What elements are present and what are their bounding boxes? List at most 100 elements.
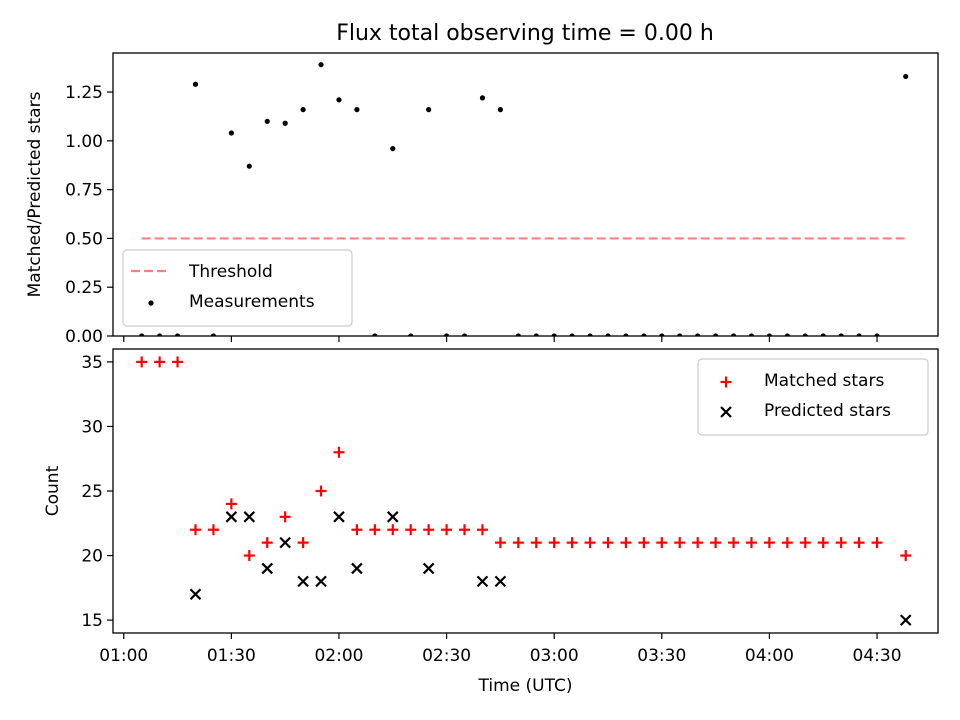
matched-stars-point (620, 537, 632, 549)
matched-stars-point (584, 537, 596, 549)
measurements-point (336, 97, 342, 103)
predicted-stars-point (387, 511, 399, 523)
matched-stars-point (154, 356, 166, 368)
x-tick-label: 03:30 (637, 646, 686, 666)
matched-stars-point (369, 524, 381, 536)
y-tick-label: 35 (81, 353, 103, 373)
matched-stars-point (853, 537, 865, 549)
x-tick-label: 02:30 (422, 646, 471, 666)
plot-area (139, 62, 909, 336)
predicted-stars-point-b (225, 511, 238, 523)
predicted-stars-point (297, 575, 309, 588)
legend-swatch-matched-stars (720, 376, 732, 388)
legend-box (122, 249, 353, 327)
predicted-stars-point (279, 536, 291, 549)
legend-label-predicted-stars: Predicted stars (764, 401, 891, 421)
predicted-stars-point-b (297, 575, 309, 588)
matched-stars-point (279, 511, 291, 523)
bottom-panel-counts: 15 20 25 30 35 01:00 01:30 02:00 02:30 03:00 03:30… (43, 348, 939, 696)
matched-stars-point (297, 537, 309, 549)
predicted-stars-point-b (261, 562, 274, 575)
axes-frame (112, 348, 939, 634)
legend-swatch-predicted-stars-b (720, 406, 732, 418)
measurements-point (300, 107, 306, 113)
matched-stars-point (441, 524, 453, 536)
matched-stars-point (261, 537, 273, 549)
matched-stars-point (207, 524, 219, 536)
y-tick-label: 0.00 (65, 327, 103, 347)
predicted-stars-point-b (387, 511, 399, 523)
measurements-point (903, 73, 909, 80)
matched-stars-point (674, 537, 686, 549)
matched-stars-point (871, 537, 883, 549)
matched-stars-point (459, 524, 471, 536)
x-tick-label: 01:00 (99, 646, 148, 666)
top-panel-ratio: 0.00 0.25 0.50 0.75 1.00 1.25 Matched/Predicte… (25, 52, 939, 347)
predicted-stars-point-b (333, 511, 345, 523)
matched-stars-point (728, 537, 740, 549)
y-tick-label: 1.00 (65, 132, 103, 152)
matched-stars-point (799, 537, 811, 549)
predicted-stars-point-b (315, 575, 327, 588)
x-tick-label: 03:00 (530, 646, 579, 666)
measurements-point (246, 163, 252, 169)
predicted-stars-point-b (189, 588, 202, 601)
predicted-stars-point (351, 562, 363, 575)
matched-stars-point (136, 356, 148, 368)
matched-stars-point (387, 524, 399, 536)
matched-stars-point (423, 524, 435, 536)
matched-stars-point (405, 524, 417, 536)
predicted-stars-point (225, 511, 238, 523)
legend-swatch-measurements (148, 300, 154, 306)
matched-stars-point (494, 537, 506, 549)
y-tick-label: 25 (81, 482, 103, 502)
x-axis-label: Time (UTC) (478, 676, 573, 696)
predicted-stars-point (899, 614, 912, 626)
matched-stars-point (763, 537, 775, 549)
legend-swatch-predicted-stars (720, 406, 732, 418)
matched-stars-point (476, 524, 488, 536)
predicted-stars-point (261, 562, 274, 575)
predicted-stars-point-b (899, 614, 912, 626)
figure-title: Flux total observing time = 0.00 h (336, 21, 714, 46)
predicted-stars-point-b (279, 536, 291, 549)
matched-stars-point (710, 537, 722, 549)
matched-stars-point (315, 485, 327, 497)
measurements-point (354, 107, 360, 113)
axes-frame (112, 52, 939, 337)
matched-stars-point (638, 537, 650, 549)
matched-stars-point (172, 356, 184, 368)
y-tick-label: 0.25 (65, 278, 103, 298)
y-tick-label: 0.75 (65, 181, 103, 201)
measurements-point (192, 81, 199, 87)
predicted-stars-point (422, 562, 435, 575)
plot-area (136, 356, 912, 626)
legend-label-matched-stars: Matched stars (764, 371, 884, 391)
matched-stars-point (225, 498, 237, 510)
x-tick-label: 01:30 (207, 646, 256, 666)
x-tick-label: 04:00 (745, 646, 794, 666)
y-axis-label: Matched/Predicted stars (25, 91, 45, 297)
measurements-point (318, 62, 324, 68)
y-axis-label: Count (43, 465, 63, 516)
matched-stars-point (745, 537, 757, 549)
matched-stars-point (900, 550, 912, 562)
matched-stars-point (602, 537, 614, 549)
matched-stars-point (817, 537, 829, 549)
y-tick-label: 0.50 (65, 229, 103, 249)
measurements-point (282, 120, 288, 126)
legend: Threshold Measurements (122, 249, 353, 327)
y-tick-label: 1.25 (65, 83, 103, 103)
measurements-point (228, 130, 234, 136)
predicted-stars-point-b (476, 575, 489, 588)
matched-stars-point (566, 537, 578, 549)
predicted-stars-point-b (351, 562, 363, 575)
x-tick-label: 04:30 (853, 646, 902, 666)
predicted-stars-point-b (243, 511, 256, 523)
predicted-stars-point (189, 588, 202, 601)
measurements-point (479, 95, 486, 101)
measurements-point (426, 107, 432, 113)
predicted-stars-point-b (422, 562, 435, 575)
predicted-stars-point (476, 575, 489, 588)
